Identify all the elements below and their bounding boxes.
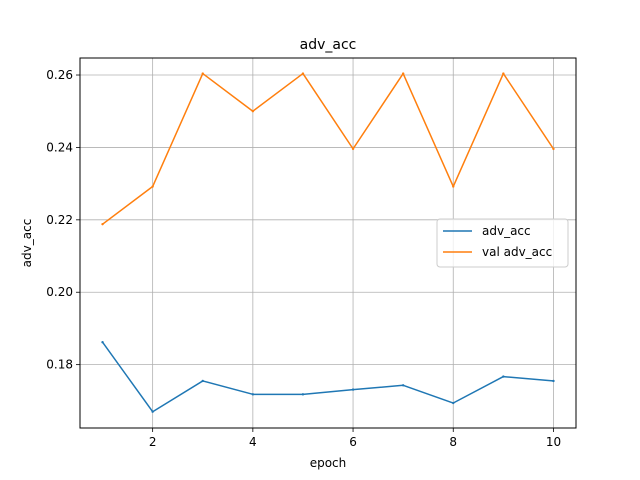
data-point-val-adv-acc [401,72,405,75]
plot-area-frame [79,57,577,429]
x-tick-label: 8 [449,435,457,449]
data-point-val-adv-acc [251,110,255,113]
y-tick-label: 0.24 [46,140,73,154]
data-point-adv-acc [452,401,455,405]
data-point-adv-acc [251,393,255,396]
x-tick-label: 2 [149,435,157,449]
legend-label-adv-acc: adv_acc [482,224,531,238]
data-point-val-adv-acc [351,147,355,151]
x-tick-label: 4 [249,435,257,449]
x-tick-label: 6 [349,435,357,449]
y-tick-label: 0.26 [46,68,73,82]
data-point-adv-acc [351,388,355,391]
x-axis-label: epoch [310,456,347,470]
axis-ticks: 2 4 6 8 10 0.18 0.20 0.22 0.24 0.26 [46,68,561,449]
grid-lines [80,58,576,428]
data-point-val-adv-acc [502,72,505,75]
series-line-val-adv-acc [101,72,555,226]
data-point-val-adv-acc [101,222,104,226]
y-tick-label: 0.22 [46,213,73,227]
legend-label-val-adv-acc: val adv_acc [482,245,552,259]
data-point-val-adv-acc [301,72,305,75]
data-point-adv-acc [502,375,505,378]
data-point-adv-acc [401,384,405,387]
data-point-val-adv-acc [552,147,555,151]
data-point-val-adv-acc [201,72,204,75]
y-tick-label: 0.18 [46,358,73,372]
data-point-adv-acc [101,340,104,344]
legend: adv_acc val adv_acc [436,218,569,268]
data-point-val-adv-acc [452,185,455,188]
data-point-adv-acc [301,393,305,396]
chart-title: adv_acc [300,37,357,53]
data-point-adv-acc [151,410,154,413]
x-tick-label: 10 [546,435,561,449]
data-point-val-adv-acc [151,185,154,188]
y-axis-label: adv_acc [20,219,34,268]
data-point-adv-acc [552,379,555,383]
series-line-adv-acc [101,341,555,413]
series-lines [101,72,555,413]
data-point-adv-acc [201,379,204,383]
y-tick-label: 0.20 [46,285,73,299]
